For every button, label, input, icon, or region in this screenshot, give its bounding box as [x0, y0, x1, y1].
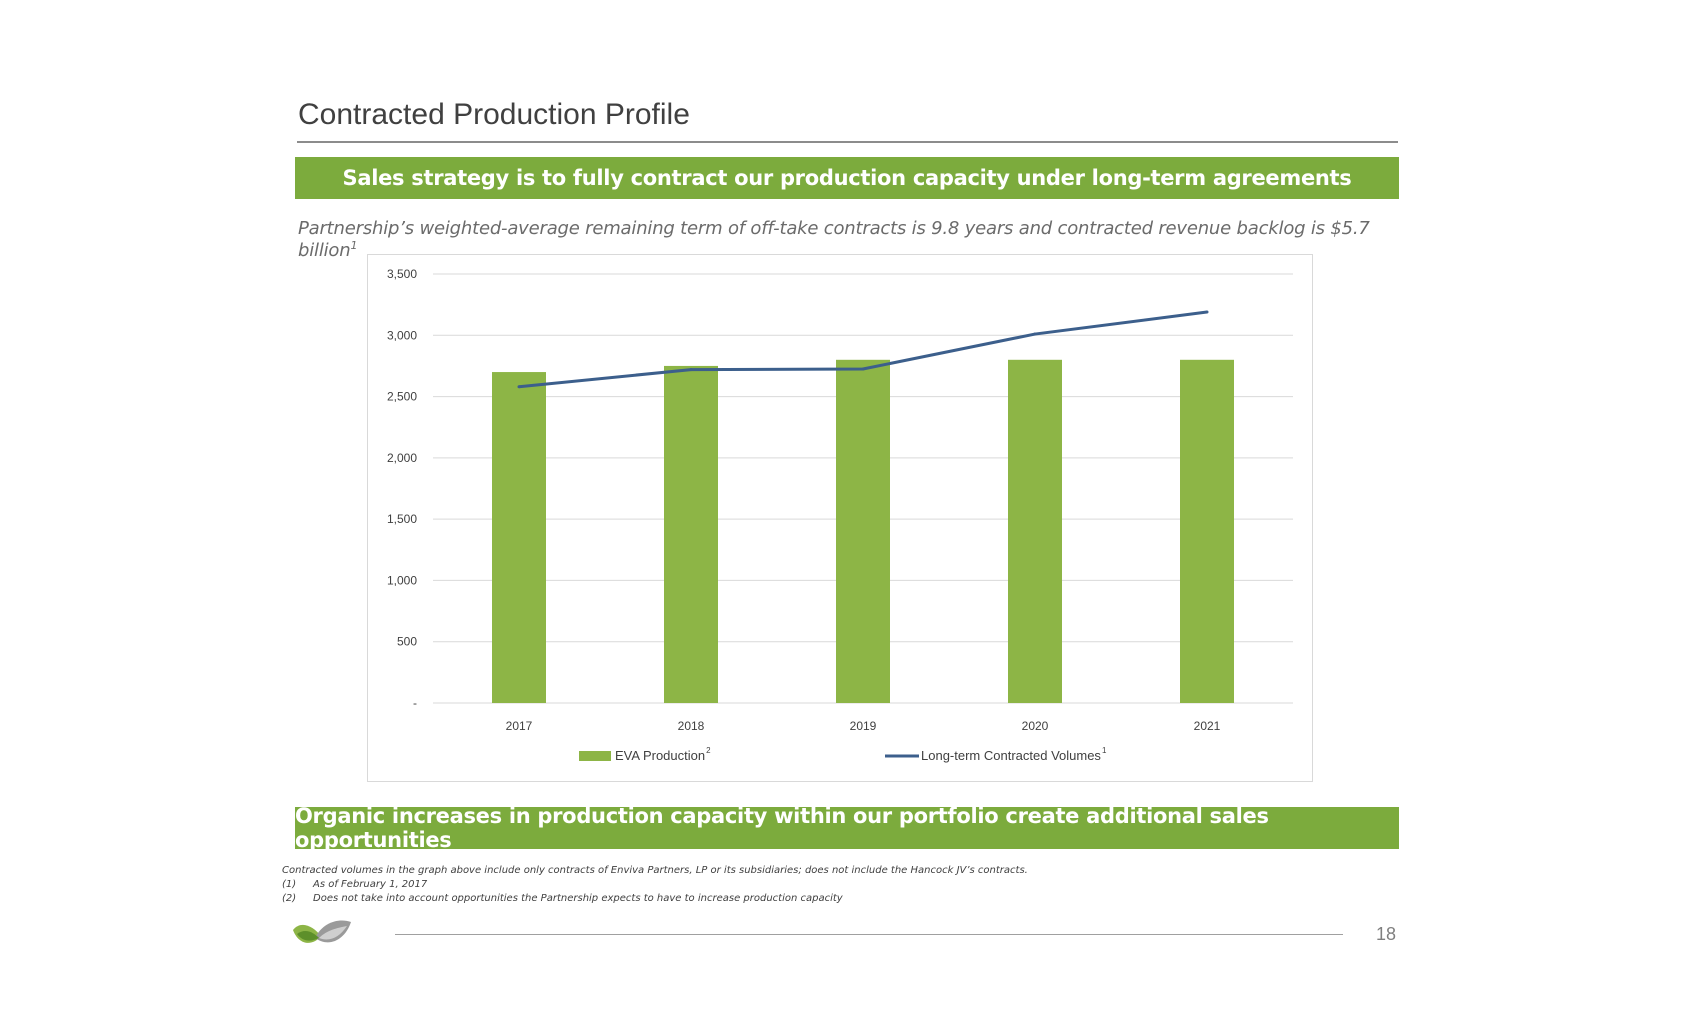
footnote-intro: Contracted volumes in the graph above in… [282, 865, 1028, 876]
bottom-banner-text: Organic increases in production capacity… [295, 804, 1269, 852]
page-number: 18 [1376, 924, 1397, 944]
slide-title: Contracted Production Profile [298, 98, 690, 131]
y-tick-label: 1,000 [387, 573, 417, 587]
enviva-logo-icon [293, 920, 351, 943]
footnote-1-text: As of February 1, 2017 [313, 879, 428, 890]
y-tick-label: 2,000 [387, 451, 417, 465]
legend-bar-swatch [579, 751, 611, 761]
legend-line-label: Long-term Contracted Volumes [921, 748, 1101, 763]
y-tick-label: 3,500 [387, 267, 417, 281]
bar [664, 365, 718, 703]
bar [836, 359, 890, 703]
footer-divider [395, 934, 1343, 935]
footnote-2: (2) Does not take into account opportuni… [282, 892, 1028, 906]
line-point [1033, 332, 1037, 336]
top-banner: Sales strategy is to fully contract our … [295, 157, 1399, 199]
line-point [1205, 310, 1209, 314]
footnote-1-number: (1) [282, 879, 297, 890]
legend-bar-label: EVA Production [615, 748, 705, 763]
x-tick-label: 2019 [850, 719, 877, 733]
top-banner-text: Sales strategy is to fully contract our … [342, 166, 1352, 190]
footnotes: Contracted volumes in the graph above in… [282, 864, 1028, 906]
bar [492, 372, 546, 703]
footnote-2-text: Does not take into account opportunities… [313, 893, 843, 904]
subtitle-footnote-ref: 1 [350, 239, 358, 252]
y-tick-label: 2,500 [387, 390, 417, 404]
x-tick-label: 2020 [1022, 719, 1049, 733]
x-tick-label: 2018 [678, 719, 705, 733]
y-tick-label: 3,000 [387, 328, 417, 342]
line-point [861, 367, 865, 371]
legend-bar-footnote-ref: 2 [706, 746, 711, 755]
y-tick-label: - [413, 696, 417, 710]
x-tick-label: 2021 [1194, 719, 1221, 733]
y-tick-label: 1,500 [387, 512, 417, 526]
y-tick-label: 500 [397, 635, 417, 649]
subtitle-text: Partnership’s weighted-average remaining… [298, 218, 1370, 261]
footnote-1: (1) As of February 1, 2017 [282, 878, 1028, 892]
subtitle: Partnership’s weighted-average remaining… [298, 218, 1398, 261]
title-divider [297, 141, 1398, 143]
legend-line-footnote-ref: 1 [1102, 746, 1107, 755]
line-point [517, 385, 521, 389]
bar [1180, 359, 1234, 703]
x-tick-label: 2017 [506, 719, 533, 733]
chart-frame: - 500 1,000 1,500 2,000 2,500 3,000 3,500 2017 20… [367, 254, 1313, 782]
footnote-2-number: (2) [282, 893, 297, 904]
bottom-banner: Organic increases in production capacity… [295, 804, 1399, 852]
bar [1008, 359, 1062, 703]
production-chart: - 500 1,000 1,500 2,000 2,500 3,000 3,500 2017 20… [387, 267, 1293, 763]
line-point [689, 368, 693, 372]
